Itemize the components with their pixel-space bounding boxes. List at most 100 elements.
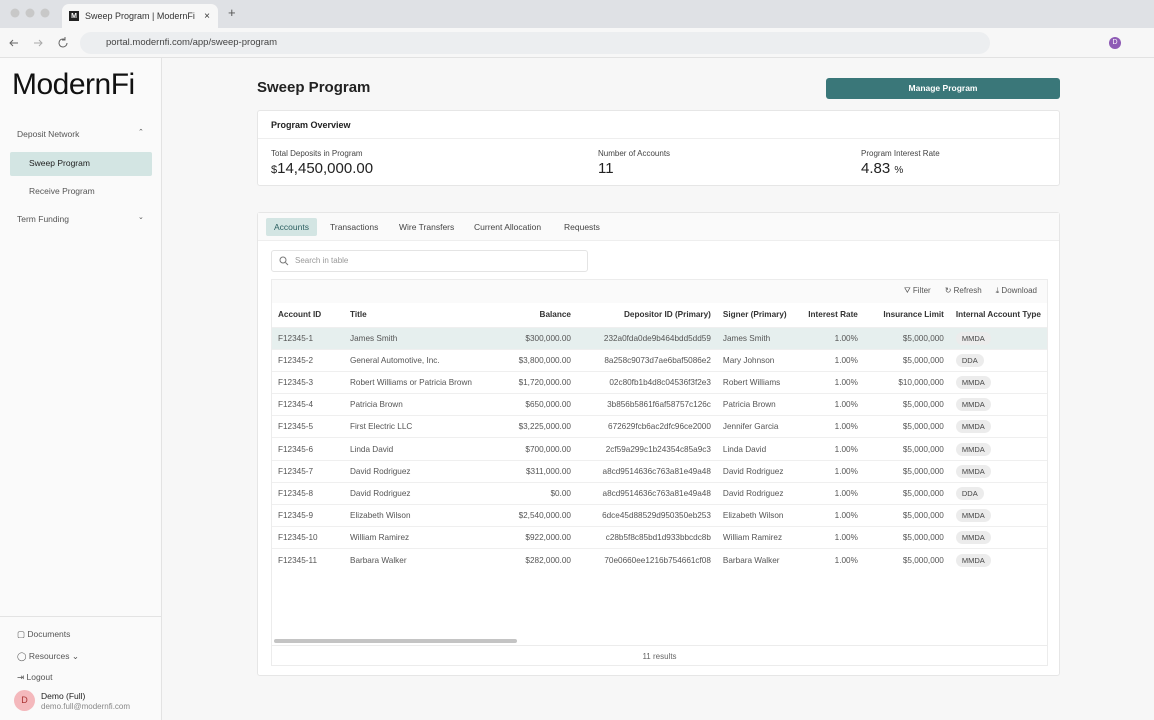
nav-link[interactable]: ◯ Resources ⌄ — [17, 651, 79, 661]
cell: MMDA — [949, 548, 1047, 572]
stat-prefix: $ — [271, 164, 278, 176]
browser-tab[interactable]: M Sweep Program | ModernFi × — [62, 4, 218, 28]
cell: MMDA — [949, 503, 1047, 527]
cell: $5,000,000 — [863, 415, 950, 438]
link-text: Logout — [26, 672, 53, 682]
cell: F12345-5 — [272, 415, 344, 438]
column-header: Depositor ID (Primary) — [624, 310, 711, 320]
cell: MMDA — [949, 459, 1047, 483]
cell: $3,800,000.00 — [480, 348, 577, 372]
nav-group[interactable]: Deposit Network — [17, 129, 80, 139]
results-footer: 11 results — [272, 645, 1047, 661]
scrollbar[interactable] — [274, 639, 517, 643]
tab[interactable]: Current Allocation — [474, 222, 542, 232]
cell: 2cf59a299c1b24354c85a9c3 — [576, 437, 717, 461]
stat-value: 14,450,000.00 — [277, 160, 374, 177]
column-header: Internal Account Type — [955, 310, 1041, 320]
manage-button[interactable]: Manage Program — [826, 78, 1060, 99]
table-row[interactable]: F12345-5 First Electric LLC $3,225,000.00 6… — [272, 415, 1047, 438]
url-field[interactable]: portal.modernfi.com/app/sweep-program — [80, 32, 990, 54]
stat-value: 11 — [598, 160, 614, 177]
search-input[interactable]: Search in table — [271, 250, 588, 272]
cell: Jennifer Garcia — [716, 415, 796, 438]
table-row[interactable]: F12345-2 General Automotive, Inc. $3,800,0… — [272, 348, 1047, 372]
tab[interactable]: Transactions — [330, 222, 379, 232]
toolbar-button[interactable]: ⛛ Filter — [903, 286, 931, 295]
cell: $1,720,000.00 — [480, 370, 577, 394]
window-controls — [10, 8, 50, 18]
stat-label: Total Deposits in Program — [271, 149, 363, 158]
table-row[interactable]: F12345-6 Linda David $700,000.00 2cf59a299c… — [272, 437, 1047, 461]
cell: William Ramirez — [343, 526, 481, 549]
stat-label: Program Interest Rate — [861, 149, 940, 158]
stat-suffix: % — [894, 165, 904, 176]
cell: $5,000,000 — [863, 348, 950, 372]
cell: 1.00% — [795, 526, 864, 549]
nav-group[interactable]: Term Funding — [17, 214, 69, 224]
tab[interactable]: Requests — [564, 222, 600, 232]
table-row[interactable]: F12345-8 David Rodriguez $0.00 a8cd9514636c… — [272, 481, 1047, 505]
table-row[interactable]: F12345-7 David Rodriguez $311,000.00 a8cd95… — [272, 459, 1047, 483]
cell: David Rodriguez — [716, 481, 796, 505]
cell: 232a0fda0de9b464bdd5dd59 — [576, 326, 717, 350]
cell: 1.00% — [795, 370, 864, 394]
table-row[interactable]: F12345-4 Patricia Brown $650,000.00 3b856b5… — [272, 393, 1047, 416]
type-chip: MMDA — [955, 553, 991, 567]
tab[interactable]: Wire Transfers — [399, 222, 455, 232]
column-header: Insurance Limit — [883, 310, 944, 320]
cell: $5,000,000 — [863, 503, 950, 527]
table-row[interactable]: F12345-11 Barbara Walker $282,000.00 70e066… — [272, 548, 1047, 572]
address-bar: portal.modernfi.com/app/sweep-program D — [0, 28, 1154, 58]
cell: $5,000,000 — [863, 548, 950, 572]
nav-active-bg — [10, 152, 152, 176]
toolbar-button[interactable]: ⤓ Download — [995, 286, 1037, 295]
cell: David Rodriguez — [343, 459, 481, 483]
cell: $5,000,000 — [863, 393, 950, 416]
cell: 672629fcb6ac2dfc96ce2000 — [576, 415, 717, 438]
type-chip: MMDA — [955, 398, 991, 412]
cell: 8a258c9073d7ae6baf5086e2 — [576, 348, 717, 372]
toolbar-button[interactable]: ↻ Refresh — [944, 286, 982, 295]
nav-buttons[interactable] — [8, 37, 70, 49]
cell: MMDA — [949, 437, 1047, 461]
table-row[interactable]: F12345-1 James Smith $300,000.00 232a0fda0d… — [272, 326, 1047, 350]
cell: F12345-4 — [272, 393, 344, 416]
nav-link[interactable]: ⇥ Logout — [17, 672, 53, 682]
toolbar-label: Filter — [912, 286, 931, 295]
cell: $700,000.00 — [480, 437, 577, 461]
cell: Barbara Walker — [343, 548, 481, 572]
table-row[interactable]: F12345-10 William Ramirez $922,000.00 c28b5… — [272, 526, 1047, 549]
cell: DDA — [949, 481, 1047, 505]
cell: MMDA — [949, 526, 1047, 549]
type-chip: MMDA — [955, 420, 991, 434]
user-email: demo.full@modernfi.com — [41, 702, 131, 711]
type-chip: MMDA — [955, 331, 991, 345]
toolbar-label: Refresh — [953, 286, 982, 295]
cell: F12345-7 — [272, 459, 344, 483]
table-row[interactable]: F12345-3 Robert Williams or Patricia Brow… — [272, 370, 1047, 394]
profile-avatar[interactable]: D — [1109, 37, 1121, 49]
column-header: Interest Rate — [808, 310, 858, 320]
cell: Elizabeth Wilson — [343, 503, 481, 527]
tab-close[interactable]: × — [204, 10, 210, 22]
toolbar-label: Download — [1001, 286, 1037, 295]
new-tab[interactable]: + — [228, 5, 236, 20]
tab[interactable]: Accounts — [266, 218, 317, 236]
cell: First Electric LLC — [343, 415, 481, 438]
cell: Mary Johnson — [716, 348, 796, 372]
cell: F12345-10 — [272, 526, 344, 549]
cell: MMDA — [949, 415, 1047, 438]
url: portal.modernfi.com/app/sweep-program — [106, 37, 278, 48]
table-row[interactable]: F12345-9 Elizabeth Wilson $2,540,000.00 6dc… — [272, 503, 1047, 527]
cell: Linda David — [343, 437, 481, 461]
cell: F12345-1 — [272, 326, 344, 350]
cell: $282,000.00 — [480, 548, 577, 572]
toolbar: ⛛ Filter ↻ Refresh ⤓ Download — [904, 286, 1037, 296]
nav-link[interactable]: ▢ Documents — [17, 629, 71, 639]
cell: $2,540,000.00 — [480, 503, 577, 527]
nav-item[interactable]: Receive Program — [29, 186, 95, 196]
type-chip: MMDA — [955, 442, 991, 456]
nav-item[interactable]: Sweep Program — [29, 158, 90, 168]
placeholder: Search in table — [295, 256, 349, 265]
